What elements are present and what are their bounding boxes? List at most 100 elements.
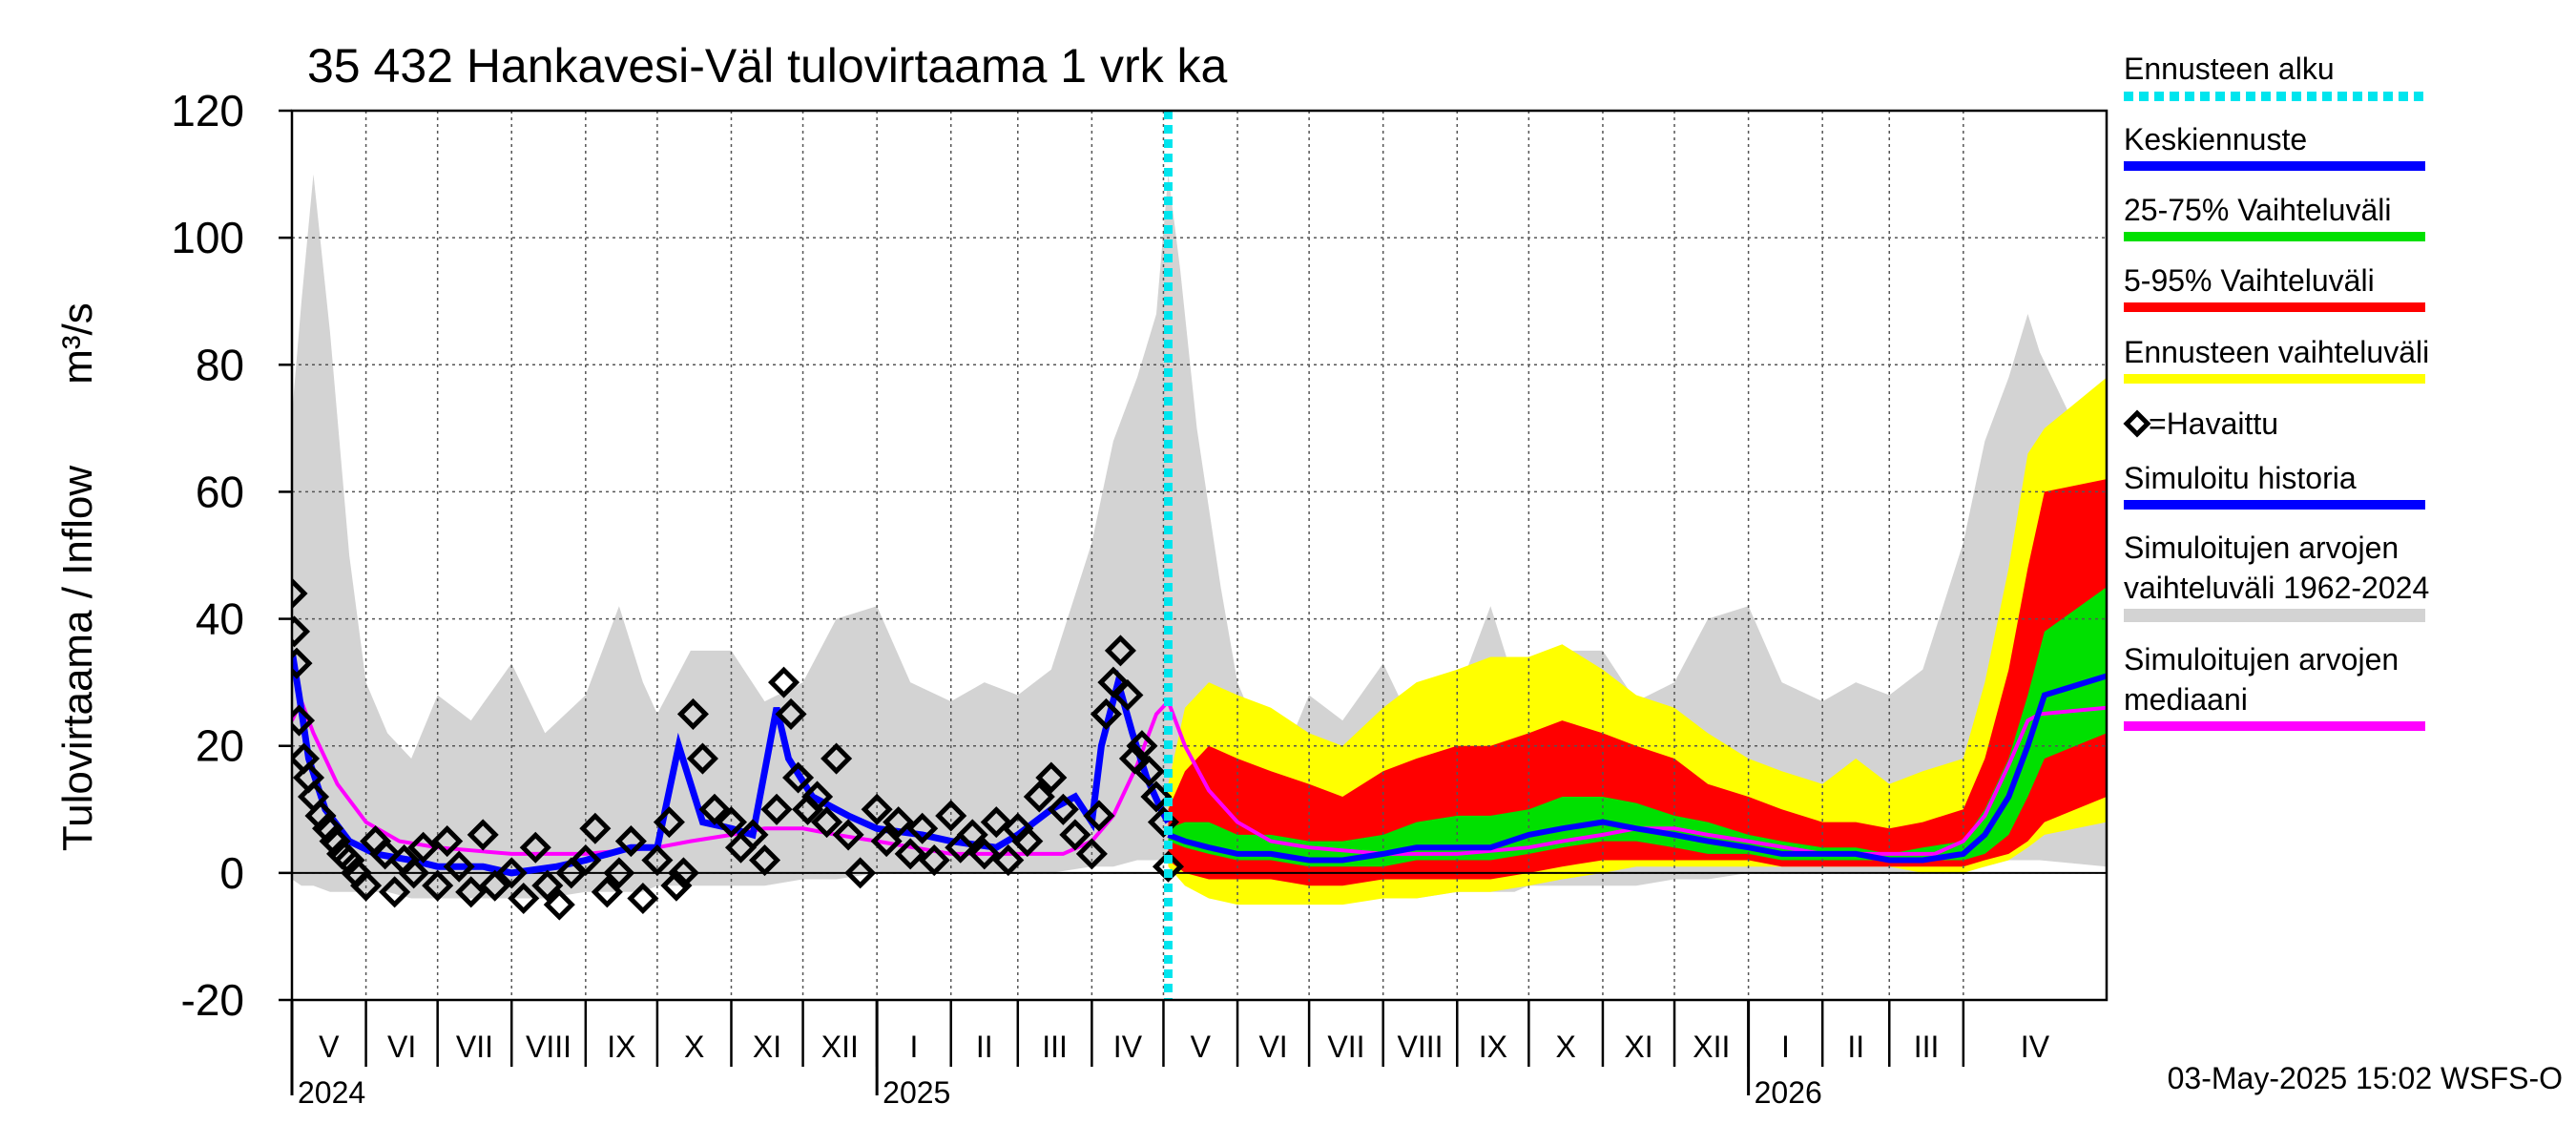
chart-title: 35 432 Hankavesi-Väl tulovirtaama 1 vrk …	[307, 39, 1228, 93]
observed-point	[870, 825, 903, 858]
observed-point	[641, 844, 674, 877]
observed-point	[312, 812, 344, 844]
legend-label: 25-75% Vaihteluväli	[2124, 193, 2391, 227]
observed-point	[1059, 819, 1091, 851]
observed-point	[543, 888, 575, 921]
month-label: XI	[1624, 1030, 1652, 1064]
month-label: VIII	[1397, 1030, 1443, 1064]
observed-point	[398, 857, 430, 889]
month-label: II	[976, 1030, 993, 1064]
month-label: VII	[1327, 1030, 1364, 1064]
observed-point	[1132, 755, 1165, 787]
observed-point	[667, 857, 699, 889]
observed-point	[992, 844, 1025, 877]
plot-inner	[292, 111, 2107, 1000]
legend-label: Ennusteen vaihteluväli	[2124, 335, 2429, 369]
observed-point	[292, 615, 311, 648]
observed-point	[508, 882, 540, 915]
observed-point	[467, 819, 499, 851]
observed-point	[369, 838, 402, 870]
x-axis: V VI VII VIII IX X XI XII I II III IV V VI VII VIII IX X X…	[290, 1000, 2050, 1110]
observed-point	[782, 761, 815, 794]
observed-point	[760, 793, 793, 825]
observed-point	[676, 697, 709, 730]
observed-point	[495, 857, 528, 889]
month-label: VII	[456, 1030, 493, 1064]
y-tick-label: 0	[219, 848, 244, 898]
observed-point	[768, 666, 800, 698]
legend-label: mediaani	[2124, 682, 2248, 717]
month-label: II	[1847, 1030, 1864, 1064]
legend-label: Ennusteen alku	[2124, 52, 2335, 86]
observed-point	[1126, 730, 1158, 762]
y-tick-label: 120	[171, 86, 244, 135]
observed-point	[519, 831, 551, 864]
month-label: V	[319, 1030, 340, 1064]
month-label: IX	[1479, 1030, 1507, 1064]
p25-p75-band	[1168, 587, 2107, 867]
observed-point	[698, 793, 731, 825]
year-label: 2024	[298, 1075, 365, 1110]
month-label: I	[909, 1030, 918, 1064]
month-label: XII	[821, 1030, 859, 1064]
observed-point	[737, 819, 769, 851]
month-label: XII	[1693, 1030, 1730, 1064]
month-label: IV	[2021, 1030, 2050, 1064]
month-label: V	[1191, 1030, 1212, 1064]
plot-area	[290, 109, 2109, 1002]
observed-point	[319, 825, 351, 858]
observed-point	[292, 704, 316, 737]
observed-point	[894, 838, 926, 870]
observed-point	[455, 876, 488, 908]
observed-point	[531, 869, 564, 902]
observed-point	[1047, 793, 1079, 825]
month-label: IV	[1113, 1030, 1143, 1064]
y-axis-label: Tulovirtaama / Inflow	[54, 466, 101, 852]
month-label: III	[1914, 1030, 1940, 1064]
observed-point	[1104, 635, 1136, 667]
y-tick-label: 80	[196, 340, 244, 389]
legend-label: Simuloitujen arvojen	[2124, 531, 2399, 565]
observed-point	[861, 793, 893, 825]
observed-point	[686, 742, 718, 775]
observed-point	[422, 869, 454, 902]
y-tick-label: 40	[196, 594, 244, 644]
observed-point	[653, 806, 685, 839]
y-tick-label: 60	[196, 467, 244, 516]
legend-label: Keskiennuste	[2124, 122, 2307, 156]
observed-point	[1011, 825, 1044, 858]
month-label: I	[1781, 1030, 1790, 1064]
month-label: IX	[607, 1030, 635, 1064]
observed-point	[844, 857, 877, 889]
observed-point	[292, 647, 313, 679]
observed-point	[603, 857, 635, 889]
observed-point	[918, 844, 950, 877]
month-label: III	[1042, 1030, 1068, 1064]
observed-point	[715, 806, 748, 839]
observed-point	[821, 742, 853, 775]
legend-label: vaihteluväli 1962-2024	[2124, 571, 2429, 605]
observed-point	[1090, 697, 1122, 730]
observed-point	[775, 697, 807, 730]
observed-point	[292, 577, 308, 610]
observed-point	[1140, 781, 1173, 813]
month-label: X	[1555, 1030, 1575, 1064]
observed-point	[443, 850, 475, 883]
forecast-mean-line	[1167, 673, 2107, 864]
grid	[292, 111, 2107, 1000]
observed-point	[479, 869, 511, 902]
legend-label: =Havaittu	[2149, 406, 2278, 441]
observed-point	[980, 806, 1012, 839]
observed-point	[627, 882, 659, 915]
observed-point	[968, 838, 1001, 870]
year-label: 2025	[883, 1075, 950, 1110]
y-tick-label: 20	[196, 721, 244, 771]
year-label: 2026	[1755, 1075, 1822, 1110]
legend-label: Simuloitu historia	[2124, 461, 2357, 495]
y-axis-unit: m³/s	[54, 302, 101, 385]
month-label: X	[684, 1030, 704, 1064]
month-label: VIII	[526, 1030, 571, 1064]
observed-point	[407, 831, 440, 864]
legend-label: 5-95% Vaihteluväli	[2124, 263, 2375, 298]
